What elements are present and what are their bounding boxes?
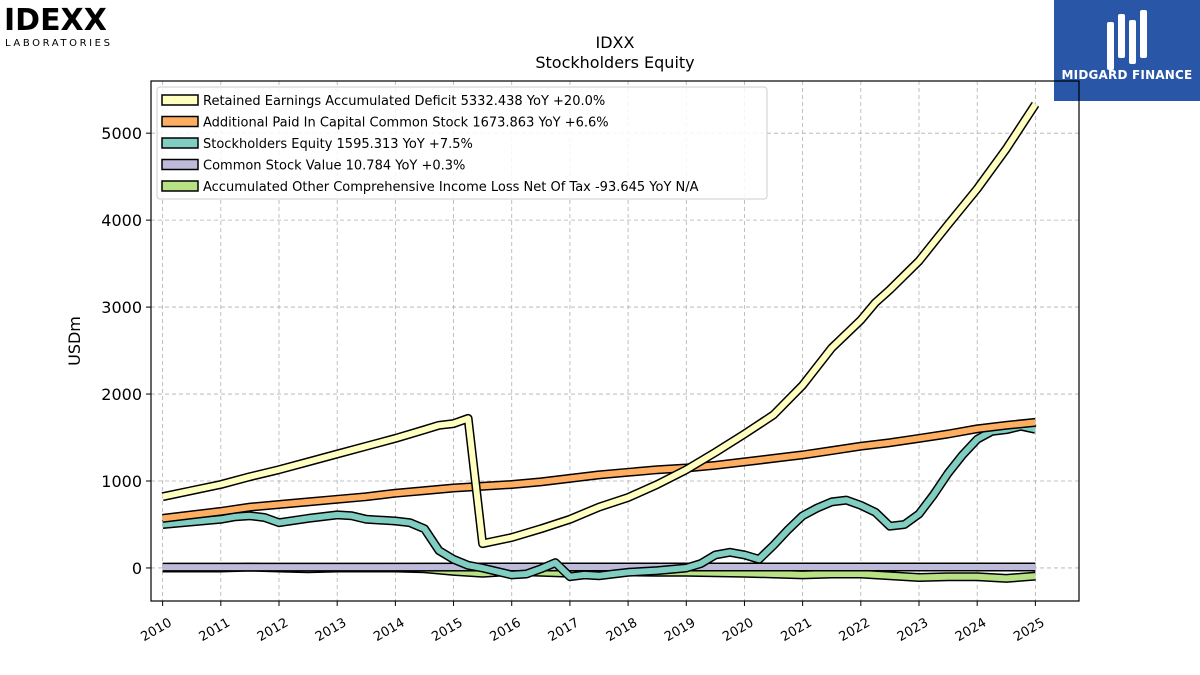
midgard-finance-logo: MIDGARD FINANCE xyxy=(1054,0,1200,101)
legend-swatch-2 xyxy=(161,137,199,149)
midgard-emblem-icon xyxy=(1107,10,1147,70)
x-tick-label: 2015 xyxy=(429,615,465,645)
y-tick-label: 3000 xyxy=(101,298,142,317)
y-tick-label: 2000 xyxy=(101,385,142,404)
idexx-wordmark: IDEXX xyxy=(4,4,107,38)
legend-swatch-0 xyxy=(161,94,199,106)
chart-title: IDXX xyxy=(596,33,635,52)
legend-label-4: Accumulated Other Comprehensive Income L… xyxy=(203,180,699,195)
legend-label-2: Stockholders Equity 1595.313 YoY +7.5% xyxy=(203,137,473,152)
x-tick-label: 2012 xyxy=(255,615,291,645)
idexx-subtitle: LABORATORIES xyxy=(5,38,113,49)
x-tick-label: 2023 xyxy=(895,615,931,645)
x-tick-label: 2022 xyxy=(837,615,873,645)
series-line-2 xyxy=(162,423,1037,580)
legend-label-0: Retained Earnings Accumulated Deficit 53… xyxy=(203,94,605,109)
x-axis-ticks: 2010 2011 2012 2013 2014 2015 2016 2017 2018 2019… xyxy=(138,601,1047,645)
x-tick-label: 2020 xyxy=(720,615,756,645)
y-tick-label: 4000 xyxy=(101,211,142,230)
idexx-logo: IDEXX LABORATORIES xyxy=(4,3,154,50)
series-line-1 xyxy=(162,419,1036,522)
x-tick-label: 2014 xyxy=(371,615,407,645)
legend-box xyxy=(156,86,768,200)
legend-swatch-1 xyxy=(161,115,199,128)
y-tick-label: 0 xyxy=(132,559,142,578)
plot-frame xyxy=(150,80,1080,602)
y-tick-label: 5000 xyxy=(101,124,142,143)
x-tick-label: 2017 xyxy=(546,615,582,645)
chart-subtitle: Stockholders Equity xyxy=(535,53,694,72)
y-axis-ticks: 0 1000 2000 3000 4000 5000 xyxy=(101,124,151,578)
x-tick-label: 2021 xyxy=(778,615,814,645)
series-layer xyxy=(161,101,1040,583)
legend-swatch-4 xyxy=(161,180,199,192)
y-axis-label: USDm xyxy=(65,316,84,366)
x-tick-label: 2019 xyxy=(662,615,698,645)
x-tick-label: 2011 xyxy=(197,615,233,645)
x-tick-label: 2024 xyxy=(953,615,989,645)
midgard-brand-name: MIDGARD FINANCE xyxy=(1061,68,1193,82)
x-tick-label: 2013 xyxy=(313,615,349,645)
x-tick-label: 2010 xyxy=(138,615,174,645)
series-line-0 xyxy=(161,102,1038,547)
x-tick-label: 2018 xyxy=(604,615,640,645)
x-tick-label: 2025 xyxy=(1011,615,1047,645)
legend-swatch-3 xyxy=(161,158,199,171)
x-tick-label: 2016 xyxy=(488,615,524,645)
y-tick-label: 1000 xyxy=(101,472,142,491)
legend-label-1: Additional Paid In Capital Common Stock … xyxy=(203,116,609,131)
legend: Retained Earnings Accumulated Deficit 53… xyxy=(156,86,768,200)
legend-label-3: Common Stock Value 10.784 YoY +0.3% xyxy=(203,159,465,174)
